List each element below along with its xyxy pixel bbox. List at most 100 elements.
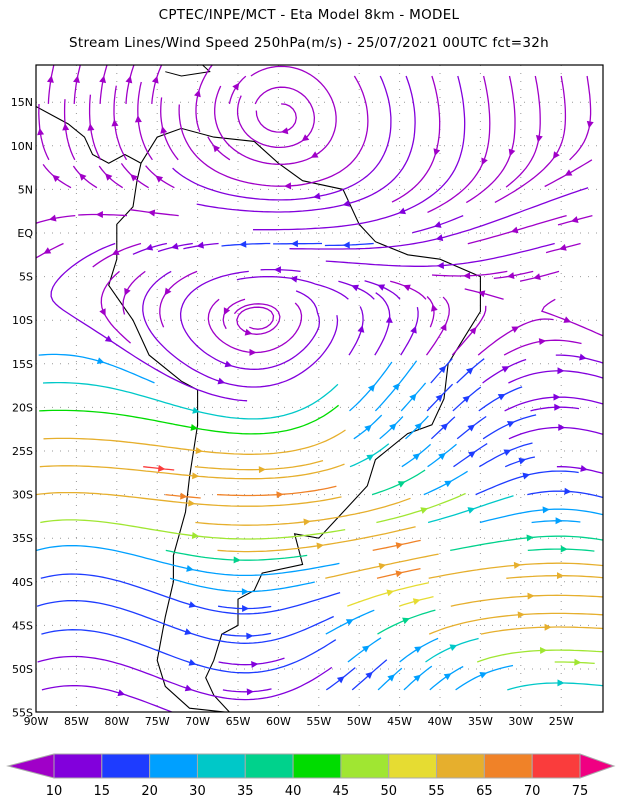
- streamline: [137, 81, 153, 161]
- streamline-arrow: [239, 240, 247, 248]
- streamline-arrow: [398, 207, 406, 215]
- streamline-arrow: [46, 75, 54, 83]
- streamline-arrow: [413, 674, 421, 682]
- streamline-arrow: [188, 499, 196, 507]
- streamline-arrow: [497, 394, 506, 401]
- streamline: [73, 65, 81, 104]
- streamline-arrow: [570, 216, 579, 223]
- x-tick-label: 70W: [185, 715, 210, 728]
- streamline: [391, 75, 441, 203]
- streamline-arrow: [517, 611, 525, 619]
- streamline-arrow: [184, 684, 193, 692]
- streamline-arrow: [233, 556, 241, 564]
- colorbar-label: 35: [237, 784, 254, 799]
- streamline-arrow: [557, 367, 565, 375]
- y-axis-labels: 15N 10N 5N EQ 5S 10S 15S 20S 25S 30S 35S 40S 45S 50S 5…: [11, 96, 34, 719]
- streamline: [36, 599, 334, 644]
- streamline: [122, 270, 146, 315]
- streamline: [214, 65, 337, 165]
- streamline: [195, 497, 411, 526]
- streamline-arrow: [564, 487, 572, 495]
- streamline-arrow: [466, 367, 474, 375]
- streamline-arrow: [564, 169, 573, 176]
- y-tick-label: 20S: [12, 401, 33, 414]
- streamline-arrow: [95, 211, 103, 219]
- streamline-arrow: [186, 565, 194, 572]
- hispaniola-coastline: [165, 65, 211, 77]
- streamline: [569, 75, 592, 161]
- streamline-arrow: [586, 120, 594, 129]
- streamline-arrow: [276, 491, 284, 499]
- streamline-arrow: [160, 126, 168, 134]
- streamline-arrow: [467, 424, 476, 432]
- streamline-arrow: [258, 466, 266, 474]
- streamline: [348, 306, 364, 356]
- streamline-arrow: [553, 393, 561, 401]
- caribbean-coastline: [76, 41, 165, 61]
- streamline-arrow: [246, 688, 254, 696]
- x-tick-label: 85W: [64, 715, 89, 728]
- streamline-arrow: [438, 452, 446, 461]
- streamline-arrow: [184, 628, 193, 635]
- streamline-arrow: [224, 360, 233, 368]
- streamline: [42, 381, 339, 420]
- streamline-arrow: [526, 534, 534, 542]
- streamline: [41, 629, 337, 674]
- colorbar-segment: [244, 753, 294, 779]
- streamline-arrow: [552, 151, 560, 159]
- streamline-arrow: [194, 89, 201, 98]
- streamline-arrow: [539, 647, 548, 655]
- streamline-arrow: [444, 480, 453, 488]
- streamline-arrow: [481, 157, 488, 166]
- y-tick-label: 30S: [12, 489, 33, 502]
- streamline-arrow: [574, 658, 582, 666]
- colorbar-label: 40: [285, 784, 302, 799]
- streamline: [222, 298, 246, 330]
- x-tick-label: 80W: [104, 715, 129, 728]
- streamline: [47, 65, 55, 104]
- streamline: [196, 75, 416, 213]
- streamline-arrow: [435, 394, 443, 402]
- streamline-arrow: [511, 326, 520, 333]
- x-tick-label: 50W: [347, 715, 372, 728]
- streamline-arrow: [558, 423, 566, 431]
- streamline-arrow: [503, 449, 512, 456]
- streamline-arrow: [151, 75, 159, 84]
- streamline-arrow: [241, 588, 249, 596]
- colorbar-label: 50: [380, 784, 397, 799]
- streamline-arrow: [192, 472, 200, 480]
- colorbar-label: 45: [333, 784, 350, 799]
- streamline-arrow: [249, 348, 257, 356]
- streamline-arrow: [365, 671, 373, 680]
- streamline-arrow: [191, 532, 200, 539]
- streamline-arrow: [420, 507, 429, 514]
- streamline-arrow: [510, 226, 519, 234]
- streamline-arrow: [157, 464, 166, 472]
- streamline-arrow: [196, 241, 204, 249]
- streamline-arrow: [554, 403, 562, 411]
- streamline-arrow: [87, 123, 95, 131]
- streamline: [255, 103, 297, 133]
- streamline-arrow: [217, 377, 226, 385]
- streamline-arrow: [560, 545, 568, 553]
- streamline-arrow: [73, 75, 80, 84]
- streamline: [236, 275, 349, 300]
- streamline-arrow: [180, 492, 188, 500]
- streamline-arrow: [124, 287, 131, 296]
- streamline-arrow: [190, 423, 198, 431]
- streamline-arrow: [430, 304, 438, 312]
- streamline: [505, 75, 541, 188]
- map-title: CPTEC/INPE/MCT - Eta Model 8km - MODEL: [158, 7, 460, 23]
- streamline-arrow: [542, 506, 550, 514]
- streamline-arrow: [164, 287, 172, 296]
- streamline-arrow: [397, 481, 406, 488]
- streamline-arrow: [533, 273, 541, 281]
- colorbar-label: 55: [428, 784, 445, 799]
- y-tick-label: 5S: [19, 271, 33, 284]
- x-tick-label: 65W: [226, 715, 251, 728]
- streamline-arrow: [364, 424, 372, 432]
- streamline-arrow: [501, 366, 510, 373]
- streamline-arrow: [436, 262, 444, 270]
- streamline-arrow: [433, 148, 441, 156]
